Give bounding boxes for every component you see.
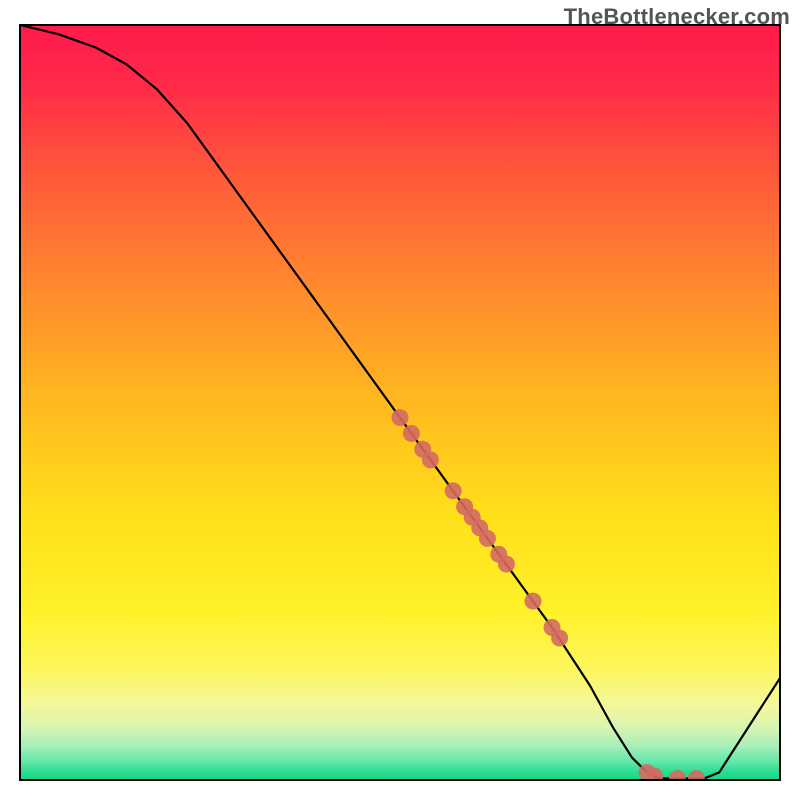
scatter-point (688, 770, 705, 787)
chart-container: TheBottlenecker.com (0, 0, 800, 800)
scatter-point (525, 593, 542, 610)
scatter-point (445, 482, 462, 499)
bottleneck-chart (0, 0, 800, 800)
scatter-point (551, 630, 568, 647)
scatter-point (498, 556, 515, 573)
scatter-point (392, 409, 409, 426)
scatter-point (479, 530, 496, 547)
scatter-point (669, 770, 686, 787)
scatter-point (403, 425, 420, 442)
scatter-point (422, 451, 439, 468)
gradient-background (20, 25, 780, 780)
scatter-point (646, 768, 663, 785)
watermark-text: TheBottlenecker.com (564, 4, 790, 30)
